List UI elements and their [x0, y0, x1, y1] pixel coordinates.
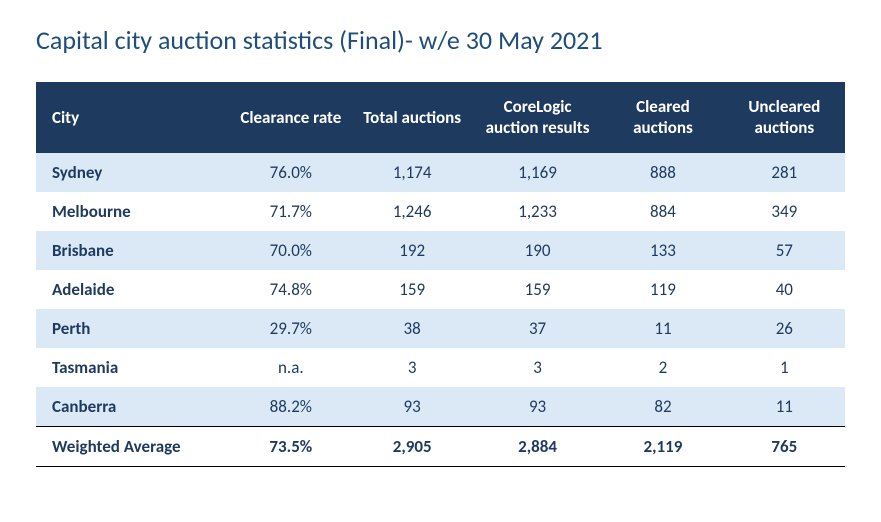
cell-cleared: 133	[602, 231, 723, 270]
cell-total: 3	[352, 348, 473, 387]
cell-city: Perth	[36, 309, 230, 348]
col-city: City	[36, 82, 230, 153]
cell-corelogic: 93	[473, 387, 602, 427]
cell-cleared: 884	[602, 192, 723, 231]
col-clearance: Clearance rate	[230, 82, 351, 153]
cell-total: 159	[352, 270, 473, 309]
table-row: Adelaide 74.8% 159 159 119 40	[36, 270, 845, 309]
cell-clearance: 76.0%	[230, 153, 351, 192]
cell-corelogic: 1,233	[473, 192, 602, 231]
cell-cleared: 2,119	[602, 426, 723, 466]
cell-total: 93	[352, 387, 473, 427]
cell-cleared: 2	[602, 348, 723, 387]
cell-total: 2,905	[352, 426, 473, 466]
table-row: Canberra 88.2% 93 93 82 11	[36, 387, 845, 427]
cell-city: Sydney	[36, 153, 230, 192]
cell-uncleared: 26	[724, 309, 845, 348]
page-title: Capital city auction statistics (Final)-…	[36, 24, 845, 56]
auction-stats-table: City Clearance rate Total auctions CoreL…	[36, 82, 845, 467]
cell-corelogic: 3	[473, 348, 602, 387]
cell-city: Canberra	[36, 387, 230, 427]
cell-clearance: n.a.	[230, 348, 351, 387]
cell-total: 192	[352, 231, 473, 270]
cell-uncleared: 57	[724, 231, 845, 270]
cell-uncleared: 281	[724, 153, 845, 192]
cell-total: 1,174	[352, 153, 473, 192]
cell-city: Adelaide	[36, 270, 230, 309]
cell-uncleared: 349	[724, 192, 845, 231]
cell-corelogic: 190	[473, 231, 602, 270]
cell-total: 1,246	[352, 192, 473, 231]
cell-corelogic: 159	[473, 270, 602, 309]
cell-uncleared: 11	[724, 387, 845, 427]
cell-uncleared: 1	[724, 348, 845, 387]
cell-clearance: 74.8%	[230, 270, 351, 309]
col-cleared: Cleared auctions	[602, 82, 723, 153]
cell-city: Brisbane	[36, 231, 230, 270]
cell-cleared: 82	[602, 387, 723, 427]
cell-clearance: 70.0%	[230, 231, 351, 270]
table-total-row: Weighted Average 73.5% 2,905 2,884 2,119…	[36, 426, 845, 466]
cell-cleared: 888	[602, 153, 723, 192]
table-row: Sydney 76.0% 1,174 1,169 888 281	[36, 153, 845, 192]
cell-cleared: 11	[602, 309, 723, 348]
cell-uncleared: 40	[724, 270, 845, 309]
col-corelogic: CoreLogic auction results	[473, 82, 602, 153]
table-row: Perth 29.7% 38 37 11 26	[36, 309, 845, 348]
cell-corelogic: 37	[473, 309, 602, 348]
cell-city: Tasmania	[36, 348, 230, 387]
cell-clearance: 29.7%	[230, 309, 351, 348]
cell-city: Melbourne	[36, 192, 230, 231]
cell-corelogic: 1,169	[473, 153, 602, 192]
cell-clearance: 71.7%	[230, 192, 351, 231]
cell-corelogic: 2,884	[473, 426, 602, 466]
col-uncleared: Uncleared auctions	[724, 82, 845, 153]
table-header-row: City Clearance rate Total auctions CoreL…	[36, 82, 845, 153]
cell-cleared: 119	[602, 270, 723, 309]
col-total: Total auctions	[352, 82, 473, 153]
cell-city: Weighted Average	[36, 426, 230, 466]
cell-clearance: 88.2%	[230, 387, 351, 427]
table-row: Tasmania n.a. 3 3 2 1	[36, 348, 845, 387]
cell-total: 38	[352, 309, 473, 348]
cell-uncleared: 765	[724, 426, 845, 466]
table-row: Melbourne 71.7% 1,246 1,233 884 349	[36, 192, 845, 231]
cell-clearance: 73.5%	[230, 426, 351, 466]
table-row: Brisbane 70.0% 192 190 133 57	[36, 231, 845, 270]
